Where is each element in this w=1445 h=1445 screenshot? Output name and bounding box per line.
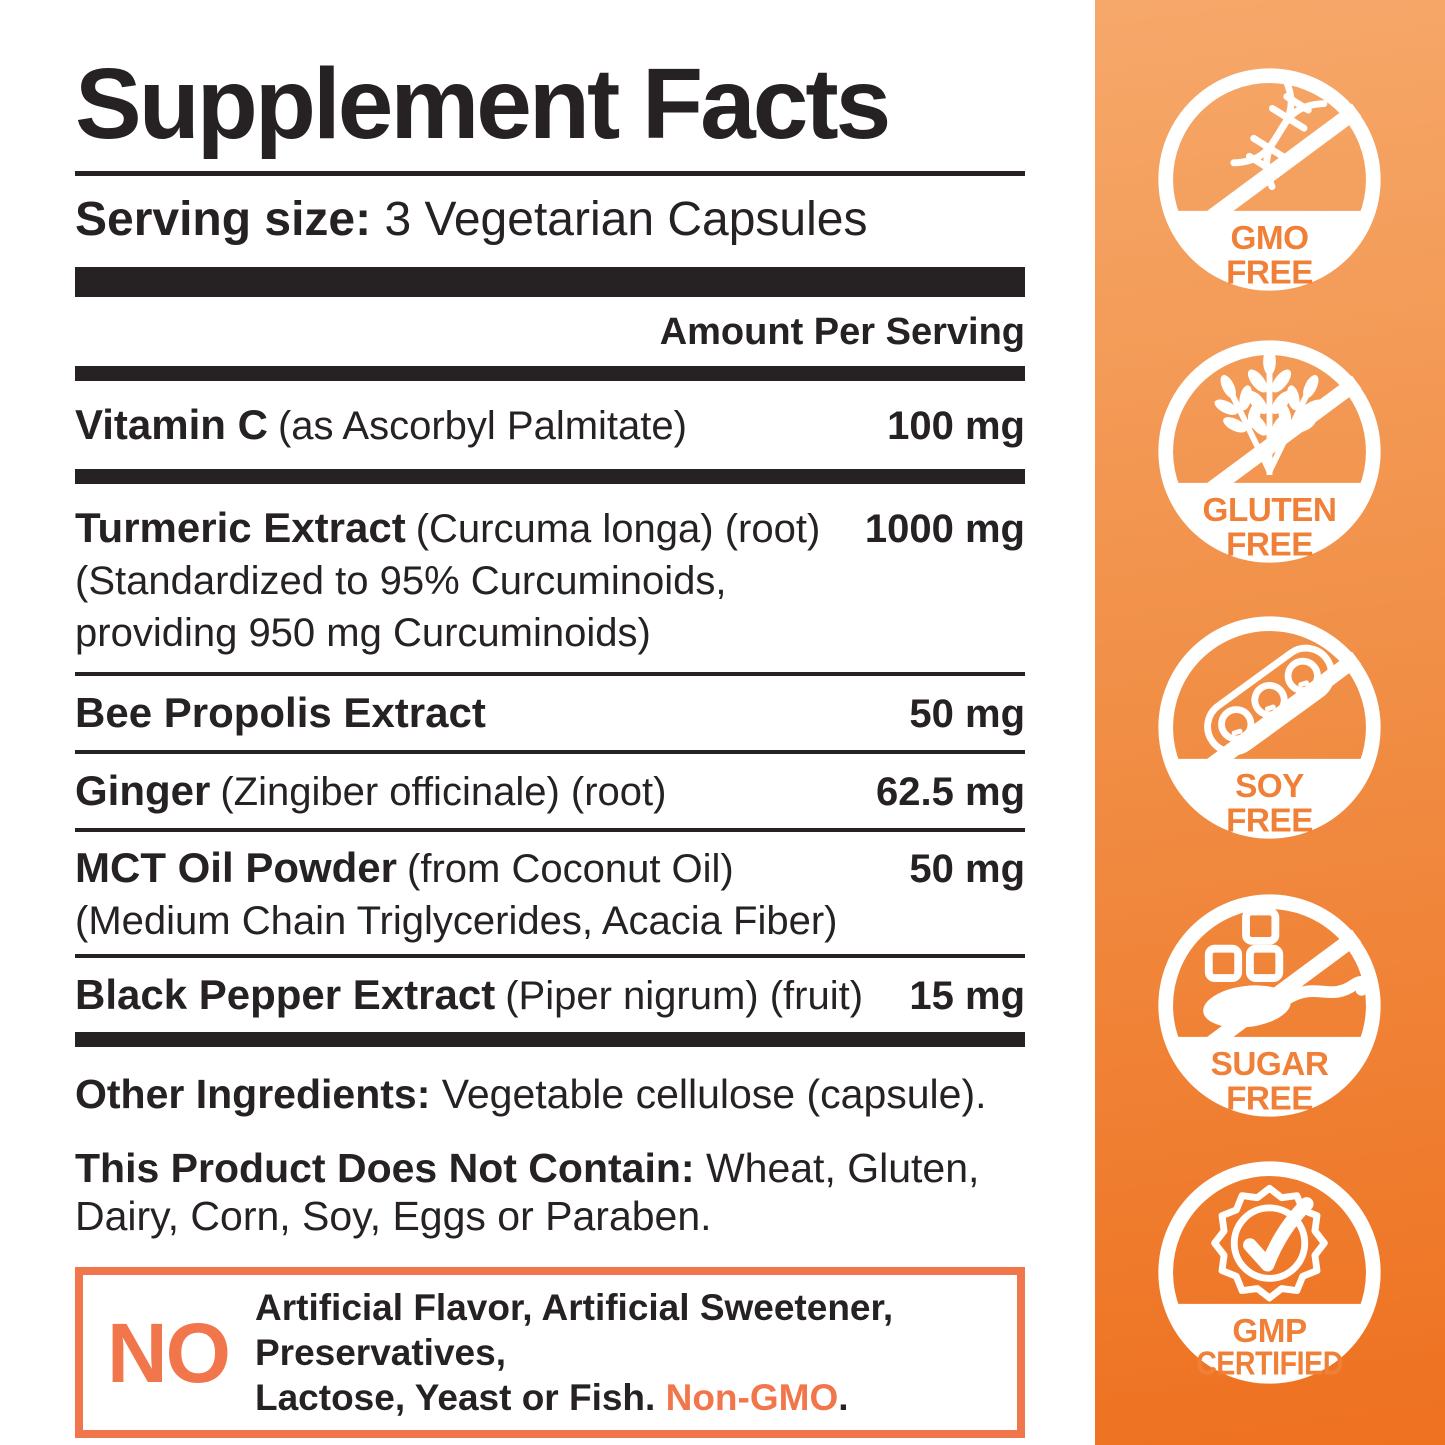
divider-under-title	[75, 171, 1025, 176]
ingredient-note: providing 950 mg Curcuminoids)	[75, 611, 651, 656]
badge-sugar-free: SUGAR FREE	[1152, 888, 1387, 1123]
thin-divider	[75, 750, 1025, 755]
does-not-contain-label: This Product Does Not Contain:	[75, 1145, 695, 1192]
medium-divider	[75, 366, 1025, 382]
table-row-black-pepper: Black Pepper Extract (Piper nigrum) (frui…	[75, 958, 1025, 1032]
ingredient-amount: 15 mg	[909, 974, 1025, 1019]
ingredient-amount: 50 mg	[909, 847, 1025, 892]
no-claims-text: Artificial Flavor, Artificial Sweetener,…	[255, 1285, 993, 1420]
ingredient-amount: 50 mg	[909, 692, 1025, 737]
no-claims-box: NO Artificial Flavor, Artificial Sweeten…	[75, 1267, 1025, 1439]
badge-gluten-free: GLUTEN FREE	[1152, 334, 1387, 569]
other-ingredients-label: Other Ingredients:	[75, 1071, 431, 1118]
soybean-crossed-icon	[1204, 644, 1335, 756]
no-claims-line1: Artificial Flavor, Artificial Sweetener,…	[255, 1287, 894, 1374]
serving-size-line: Serving size: 3 Vegetarian Capsules	[75, 192, 1025, 247]
ingredient-amount: 1000 mg	[864, 507, 1025, 552]
other-ingredients-value: Vegetable cellulose (capsule).	[441, 1071, 987, 1118]
amount-per-serving-header: Amount Per Serving	[659, 311, 1025, 354]
badge-soy-free: SOY FREE	[1152, 610, 1387, 845]
ingredient-name: MCT Oil Powder	[75, 844, 398, 892]
badge-line2: FREE	[1226, 526, 1313, 563]
table-row-ginger: Ginger (Zingiber officinale) (root) 62.5 …	[75, 754, 1025, 828]
non-gmo-highlight: Non-GMO	[665, 1377, 839, 1419]
medium-divider	[75, 1032, 1025, 1048]
no-claims-line2: Lactose, Yeast or Fish.	[255, 1377, 656, 1419]
table-row-mct-oil: MCT Oil Powder (from Coconut Oil) 50 mg (…	[75, 832, 1025, 954]
ingredient-detail: (Curcuma longa) (root)	[415, 507, 821, 552]
badge-line2: FREE	[1226, 1080, 1313, 1117]
ingredient-name: Ginger	[75, 767, 211, 815]
does-not-contain-value: Wheat, Gluten, Dairy, Corn, Soy, Eggs or…	[75, 1145, 980, 1240]
ingredient-detail: (as Ascorbyl Palmitate)	[277, 404, 687, 449]
seal-check-icon	[1211, 1184, 1328, 1302]
badge-line2: FREE	[1226, 254, 1313, 291]
serving-size-label: Serving size:	[75, 193, 372, 246]
table-row-vitamin-c: Vitamin C (as Ascorbyl Palmitate) 100 mg	[75, 381, 1025, 469]
thick-divider	[75, 267, 1025, 298]
thin-divider	[75, 954, 1025, 959]
supplement-facts-panel: Supplement Facts Serving size: 3 Vegetar…	[75, 0, 1025, 1439]
ingredient-amount: 62.5 mg	[876, 770, 1025, 815]
no-claims-period: .	[838, 1377, 849, 1419]
ingredient-detail: (Piper nigrum) (fruit)	[505, 974, 864, 1019]
ingredient-detail: (Zingiber officinale) (root)	[220, 770, 667, 815]
ingredient-note: (Standardized to 95% Curcuminoids,	[75, 559, 727, 604]
medium-divider	[75, 469, 1025, 485]
other-ingredients-line: Other Ingredients: Vegetable cellulose (…	[75, 1071, 1025, 1119]
badge-line2: FREE	[1226, 802, 1313, 839]
ingredient-detail: (from Coconut Oil)	[407, 847, 734, 892]
badge-line1: GMO	[1230, 220, 1308, 257]
badge-strip: GMO FREE	[1095, 0, 1445, 1445]
ingredient-note: (Medium Chain Triglycerides, Acacia Fibe…	[75, 899, 838, 944]
ingredient-name: Vitamin C	[75, 401, 268, 449]
badge-line1: SUGAR	[1211, 1046, 1329, 1083]
badge-line2: CERTIFIED	[1196, 1345, 1343, 1382]
badge-line1: SOY	[1235, 768, 1304, 805]
ingredient-name: Black Pepper Extract	[75, 971, 496, 1019]
badge-gmp-certified: GMP CERTIFIED	[1152, 1155, 1387, 1390]
ingredient-name: Turmeric Extract	[75, 504, 406, 552]
serving-size-value: 3 Vegetarian Capsules	[384, 193, 868, 246]
badge-line1: GLUTEN	[1203, 492, 1337, 529]
badge-line1: GMP	[1232, 1313, 1307, 1350]
does-not-contain-line: This Product Does Not Contain: Wheat, Gl…	[75, 1145, 980, 1241]
ingredient-name: Bee Propolis Extract	[75, 689, 486, 737]
thin-divider	[75, 828, 1025, 833]
no-label: NO	[107, 1305, 231, 1400]
badge-gmo-free: GMO FREE	[1152, 62, 1387, 297]
thin-divider	[75, 672, 1025, 677]
table-row-turmeric: Turmeric Extract (Curcuma longa) (root) 1…	[75, 484, 1025, 672]
ingredient-amount: 100 mg	[887, 404, 1025, 449]
page-title: Supplement Facts	[75, 48, 891, 160]
table-row-bee-propolis: Bee Propolis Extract 50 mg	[75, 676, 1025, 750]
